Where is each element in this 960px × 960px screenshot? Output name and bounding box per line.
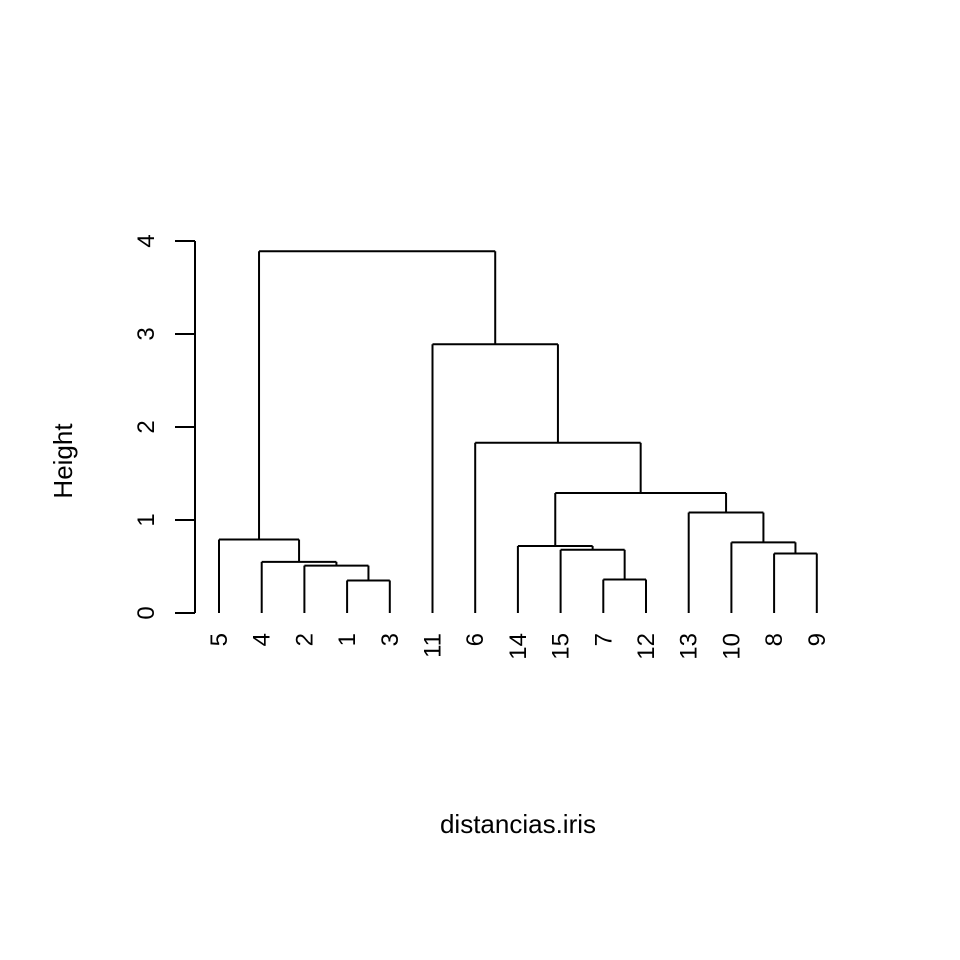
- x-axis-title: distancias.iris: [440, 809, 596, 839]
- y-axis: 0 1 2 3 4: [133, 234, 196, 620]
- leaf-label: 11: [420, 633, 447, 658]
- leaf-labels: 5 4 2 1 3 11 6 14 15 7 12 13 10 8 9: [206, 633, 831, 660]
- leaf-label: 1: [334, 633, 361, 646]
- leaf-label: 15: [548, 633, 575, 660]
- leaf-label: 6: [462, 633, 489, 646]
- y-tick-label: 4: [133, 234, 160, 247]
- leaf-label: 9: [804, 633, 831, 646]
- y-axis-title: Height: [48, 423, 78, 499]
- leaf-label: 7: [590, 633, 617, 646]
- leaf-label: 14: [505, 633, 532, 660]
- y-tick-label: 3: [133, 327, 160, 340]
- dendrogram-branches: [218, 250, 818, 613]
- leaf-label: 5: [206, 633, 233, 646]
- leaf-label: 3: [377, 633, 404, 646]
- y-tick-label: 0: [133, 606, 160, 619]
- y-tick-label: 2: [133, 420, 160, 433]
- leaf-label: 12: [633, 633, 660, 660]
- leaf-label: 2: [291, 633, 318, 646]
- leaf-label: 10: [718, 633, 745, 660]
- leaf-label: 13: [676, 633, 703, 660]
- leaf-label: 8: [761, 633, 788, 646]
- y-tick-label: 1: [133, 513, 160, 526]
- leaf-label: 4: [249, 633, 276, 646]
